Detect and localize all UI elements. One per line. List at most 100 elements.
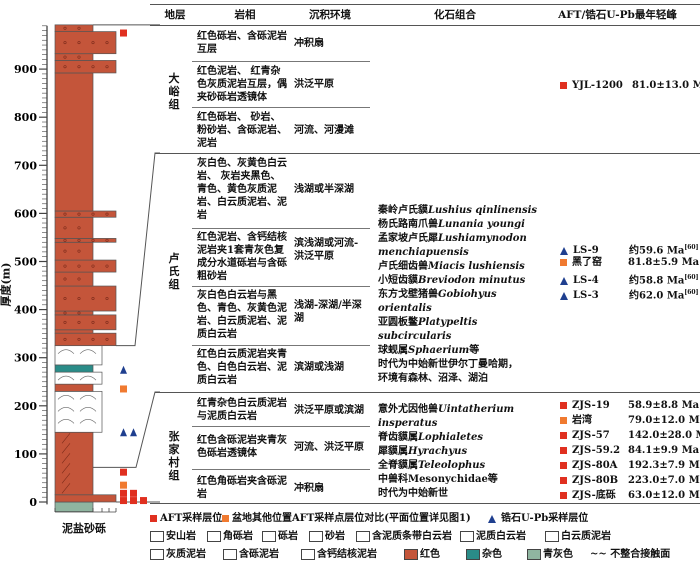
aft-square-icon xyxy=(560,477,567,484)
age-value: 84.1±9.9 Ma xyxy=(628,445,700,456)
gravel-symbol xyxy=(77,297,81,301)
gravel-symbol xyxy=(63,238,67,242)
age-value: 79.0±12.0 Ma xyxy=(628,415,700,426)
zircon-triangle-icon xyxy=(560,246,568,255)
column-layer-conglomerate xyxy=(54,332,117,347)
row-divider xyxy=(192,61,370,62)
dolomite-symbol xyxy=(57,349,97,354)
sample-id: ZJS-19 xyxy=(572,400,610,411)
legend-lithology: 含钙结核泥岩 xyxy=(301,545,377,560)
environment-cell: 冲积扇 xyxy=(294,483,324,494)
aft-square-icon xyxy=(560,82,567,89)
axis-tick-label: 200 xyxy=(14,400,37,413)
lithofacies-cell: 红色含砾泥岩夹青灰色砾岩透镜体 xyxy=(197,435,287,459)
aft-square-icon xyxy=(560,447,567,454)
formation-name: 张家村组 xyxy=(168,430,180,482)
sample-id: 黑了窑 xyxy=(572,257,602,268)
aft-square-icon xyxy=(560,417,567,424)
sample-id: LS-3 xyxy=(573,290,599,302)
dolomite-symbol xyxy=(57,375,97,381)
sample-id: ZJS-57 xyxy=(572,430,610,441)
sample-id: 岩湾 xyxy=(572,415,592,426)
aft-square-icon xyxy=(150,515,157,522)
age-value: 81.8±5.9 Ma xyxy=(628,257,700,268)
legend-color: 杂色 xyxy=(466,545,502,560)
age-row: 黑了窑 81.8±5.9 Ma xyxy=(560,255,699,270)
gravel-symbol xyxy=(77,337,81,341)
gravel-symbol xyxy=(91,264,95,268)
column-layer-conglomerate xyxy=(54,259,117,273)
lithology-pattern-icon xyxy=(545,531,559,542)
lithofacies-cell: 红色白云质泥岩夹青色、白色白云岩、泥质白云岩 xyxy=(197,349,287,386)
row-divider xyxy=(192,345,370,346)
aft-sample-marker xyxy=(140,497,147,505)
column-layer-gravelly-mudstone xyxy=(54,271,94,287)
gravel-symbol xyxy=(63,212,67,216)
dolomite-symbol xyxy=(57,419,97,424)
lithofacies-cell: 红色泥岩、 红青杂色灰质泥岩互层，偶夹砂砾岩透镜体 xyxy=(197,66,287,103)
header-lithofacies: 岩相 xyxy=(234,9,256,21)
legend-color: 青灰色 xyxy=(527,545,573,560)
aft-other-sample-marker xyxy=(120,481,127,489)
legend-lithology: 白云质泥岩 xyxy=(545,527,611,542)
dolomite-symbol xyxy=(57,407,97,412)
sample-id: LS-9 xyxy=(573,245,599,257)
sample-id: ZJS-80B xyxy=(572,475,619,486)
column-layer-breccia xyxy=(54,494,117,503)
lithology-pattern-icon xyxy=(460,531,474,542)
aft-sample-marker xyxy=(130,489,137,497)
aft-square-icon xyxy=(222,515,229,522)
fossil-item: 意外尤因他兽Uintatherium insperatus xyxy=(378,404,515,429)
dolomite-symbol xyxy=(57,395,97,400)
fossil-item: 犀貘属Hyrachyus xyxy=(378,446,468,457)
age-value: 约62.0 Ma xyxy=(629,290,685,302)
legend-symbol: 锆石U-Pb采样层位 xyxy=(488,509,588,524)
column-layer-calcareous-nodule-mudstone xyxy=(54,383,94,392)
gravel-symbol xyxy=(63,55,67,59)
sample-id: ZJS-59.2 xyxy=(572,445,621,456)
fossil-list: 意外尤因他兽Uintatherium insperatus 脊齿貘属Lophial… xyxy=(378,403,553,501)
gravel-symbol xyxy=(77,212,81,216)
column-layer-andesite xyxy=(54,501,94,512)
environment-cell: 河流、河漫滩 xyxy=(294,125,354,136)
formation-name: 卢氏组 xyxy=(168,252,180,291)
environment-cell: 冲积扇 xyxy=(294,38,324,49)
environment-cell: 滨浅湖或河流-洪泛平原 xyxy=(294,238,359,262)
age-value: 约59.6 Ma xyxy=(629,245,685,257)
legend-lithology: 砂岩 xyxy=(309,527,345,542)
lithology-pattern-icon xyxy=(356,531,370,542)
environment-cell: 河流、洪泛平原 xyxy=(294,442,364,453)
fossil-item: 时代为中始新世伊尔丁曼哈期， xyxy=(378,359,518,370)
zircon-triangle-icon xyxy=(560,291,568,300)
correlation-line xyxy=(116,152,160,347)
column-layer-gravelly-mudstone xyxy=(54,241,94,261)
axis-tick-label: 900 xyxy=(14,63,37,76)
fossil-item: 球蚬属Sphaerium等 xyxy=(378,345,480,356)
lithology-pattern-icon xyxy=(301,549,315,560)
age-row: YJL-1200 81.0±13.0 Ma xyxy=(560,78,700,93)
column-layer-conglomerate xyxy=(54,60,117,74)
aft-square-icon xyxy=(560,462,567,469)
legend-lithology: 砾岩 xyxy=(262,527,298,542)
header-rule xyxy=(150,25,700,26)
fossil-item: 东方戈壁猪兽Gobiohyus orientalis xyxy=(378,289,497,314)
dolomite-slash xyxy=(61,473,71,484)
row-divider xyxy=(192,426,370,427)
gravel-symbol xyxy=(105,297,109,301)
zircon-sample-marker xyxy=(120,428,127,437)
fossil-item: 全脊貘属Teleolophus xyxy=(378,460,486,471)
formation-divider xyxy=(155,153,700,154)
fossil-item: 小短齿貘Breviodon minutus xyxy=(378,275,526,286)
column-layer-mudstone xyxy=(54,329,94,334)
sample-id: YJL-1200 xyxy=(572,80,623,91)
gravel-symbol xyxy=(77,238,81,242)
environment-cell: 浅湖或半深湖 xyxy=(294,184,354,195)
aft-square-icon xyxy=(560,259,567,266)
gravel-symbol xyxy=(91,212,95,216)
gravel-symbol xyxy=(91,297,95,301)
legend-symbol: 盆地其他位置AFT采样点层位对比(平面位置详见图1) xyxy=(222,509,471,524)
lithology-pattern-icon xyxy=(150,549,164,560)
axis-tick-label: 400 xyxy=(14,304,37,317)
gravel-symbol xyxy=(63,264,67,268)
header-environment: 沉积环境 xyxy=(309,9,351,21)
